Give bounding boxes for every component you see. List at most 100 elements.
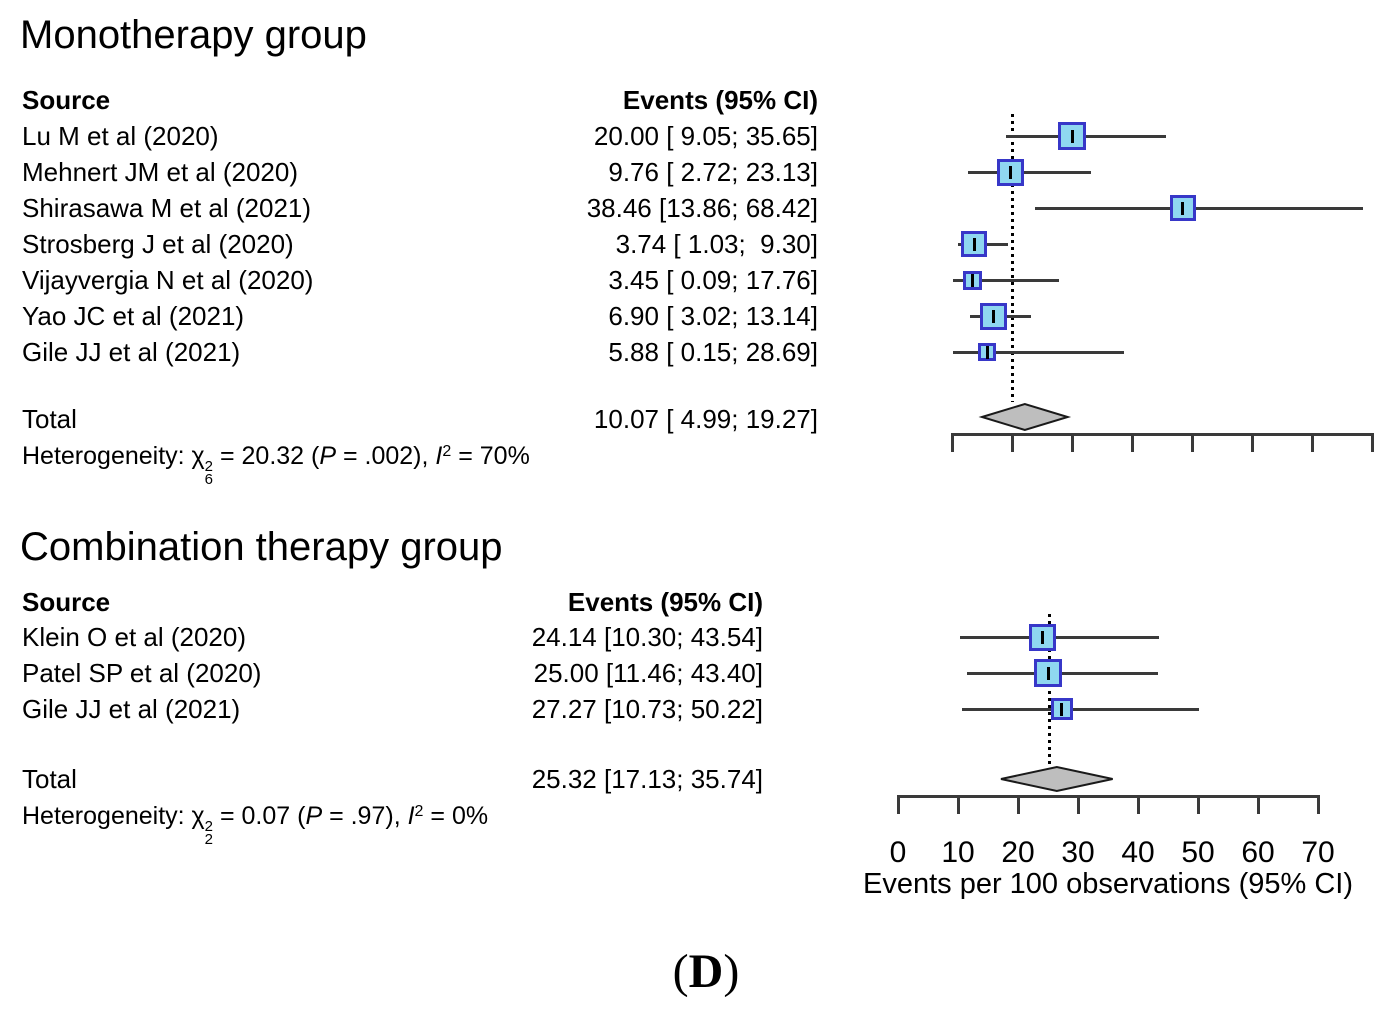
axis-tick <box>1070 433 1074 452</box>
study-label: Lu M et al (2020) <box>22 121 219 151</box>
caption-close-paren: ) <box>723 945 740 998</box>
axis-tick-label: 60 <box>1241 836 1275 869</box>
study-events-value: 27.27 [10.73; 50.22] <box>531 694 763 724</box>
estimate-tick <box>1181 201 1185 215</box>
estimate-square <box>979 302 1007 330</box>
het-prefix: Heterogeneity: χ <box>22 442 205 470</box>
i-superscript: 2 <box>442 443 452 460</box>
study-label: Patel SP et al (2020) <box>22 658 262 688</box>
x-axis-line <box>896 795 1320 798</box>
ci-line <box>962 707 1200 711</box>
study-label: Gile JJ et al (2021) <box>22 694 241 724</box>
study-label: Mehnert JM et al (2020) <box>22 157 299 187</box>
chi-superscript: 2 <box>204 458 214 475</box>
estimate-tick <box>1046 666 1050 680</box>
total-events-value: 25.32 [17.13; 35.74] <box>531 764 763 794</box>
estimate-tick <box>1041 630 1045 644</box>
i-symbol: I <box>435 442 443 470</box>
i2-value: = 0% <box>423 802 489 830</box>
study-label: Strosberg J et al (2020) <box>22 229 294 259</box>
estimate-tick <box>991 309 995 323</box>
p-symbol: P <box>305 802 323 830</box>
axis-tick <box>1250 433 1254 452</box>
study-events-value: 6.90 [ 3.02; 13.14] <box>608 301 818 331</box>
group-title-monotherapy: Monotherapy group <box>20 13 367 57</box>
study-events-value: 5.88 [ 0.15; 28.69] <box>608 337 818 367</box>
het-value: = 20.32 ( <box>213 442 320 470</box>
estimate-tick <box>985 345 989 359</box>
pooled-estimate-dotted-line <box>1048 614 1052 766</box>
total-label: Total <box>22 404 77 434</box>
axis-tick-label: 50 <box>1181 836 1215 869</box>
axis-tick <box>1016 795 1020 814</box>
estimate-tick <box>1009 165 1013 179</box>
axis-tick <box>1316 795 1320 814</box>
axis-tick <box>956 795 960 814</box>
ci-line <box>1035 206 1363 210</box>
axis-tick <box>950 433 954 452</box>
study-label: Shirasawa M et al (2021) <box>22 193 312 223</box>
ci-line <box>952 278 1059 282</box>
study-events-value: 20.00 [ 9.05; 35.65] <box>593 121 818 151</box>
x-axis-line <box>950 433 1374 436</box>
pooled-estimate-dotted-line <box>1010 114 1014 402</box>
x-axis-label: Events per 100 observations (95% CI) <box>862 868 1354 900</box>
axis-tick <box>896 795 900 814</box>
i-superscript: 2 <box>414 803 424 820</box>
axis-tick <box>1010 433 1014 452</box>
ci-line <box>968 170 1091 174</box>
axis-tick <box>1196 795 1200 814</box>
figure-caption: (D) <box>596 944 816 999</box>
estimate-square <box>1169 195 1196 221</box>
group-title-combination: Combination therapy group <box>20 525 503 569</box>
ci-line <box>1006 134 1166 138</box>
estimate-tick <box>972 237 976 251</box>
axis-tick-label: 0 <box>889 836 907 869</box>
ci-line <box>966 671 1159 675</box>
ci-line <box>959 635 1160 639</box>
estimate-tick <box>1060 702 1064 716</box>
study-events-value: 25.00 [11.46; 43.40] <box>533 658 763 688</box>
study-label: Gile JJ et al (2021) <box>22 337 241 367</box>
het-prefix: Heterogeneity: χ <box>22 802 205 830</box>
p-value: = .002), <box>336 442 436 470</box>
column-header-events: Events (95% CI) <box>622 85 818 115</box>
pooled-diamond <box>1000 765 1113 793</box>
study-label: Yao JC et al (2021) <box>22 301 245 331</box>
i-symbol: I <box>407 802 415 830</box>
i2-value: = 70% <box>451 442 530 470</box>
ci-line <box>952 350 1125 354</box>
axis-tick <box>1310 433 1314 452</box>
study-label: Klein O et al (2020) <box>22 622 247 652</box>
p-value: = .97), <box>322 802 408 830</box>
axis-tick-label: 40 <box>1121 836 1155 869</box>
study-events-value: 38.46 [13.86; 68.42] <box>586 193 818 223</box>
estimate-tick <box>1070 129 1074 143</box>
column-header-source: Source <box>22 587 111 617</box>
axis-tick <box>1256 795 1260 814</box>
pooled-diamond <box>978 402 1072 432</box>
p-symbol: P <box>319 442 337 470</box>
column-header-events: Events (95% CI) <box>567 587 763 617</box>
study-events-value: 24.14 [10.30; 43.54] <box>531 622 763 652</box>
chi-subscript: 6 <box>204 471 214 488</box>
total-label: Total <box>22 764 77 794</box>
study-events-value: 3.45 [ 0.09; 17.76] <box>608 265 818 295</box>
axis-tick-label: 10 <box>941 836 975 869</box>
study-events-value: 9.76 [ 2.72; 23.13] <box>608 157 818 187</box>
study-events-value: 3.74 [ 1.03; 9.30] <box>615 229 818 259</box>
axis-tick-label: 30 <box>1061 836 1095 869</box>
estimate-tick <box>971 273 975 287</box>
axis-tick-label: 70 <box>1301 836 1335 869</box>
caption-letter: D <box>688 945 724 998</box>
het-value: = 0.07 ( <box>213 802 306 830</box>
chi-subscript: 2 <box>204 831 214 848</box>
chi-superscript: 2 <box>204 818 214 835</box>
axis-tick <box>1136 795 1140 814</box>
study-label: Vijayvergia N et al (2020) <box>22 265 314 295</box>
